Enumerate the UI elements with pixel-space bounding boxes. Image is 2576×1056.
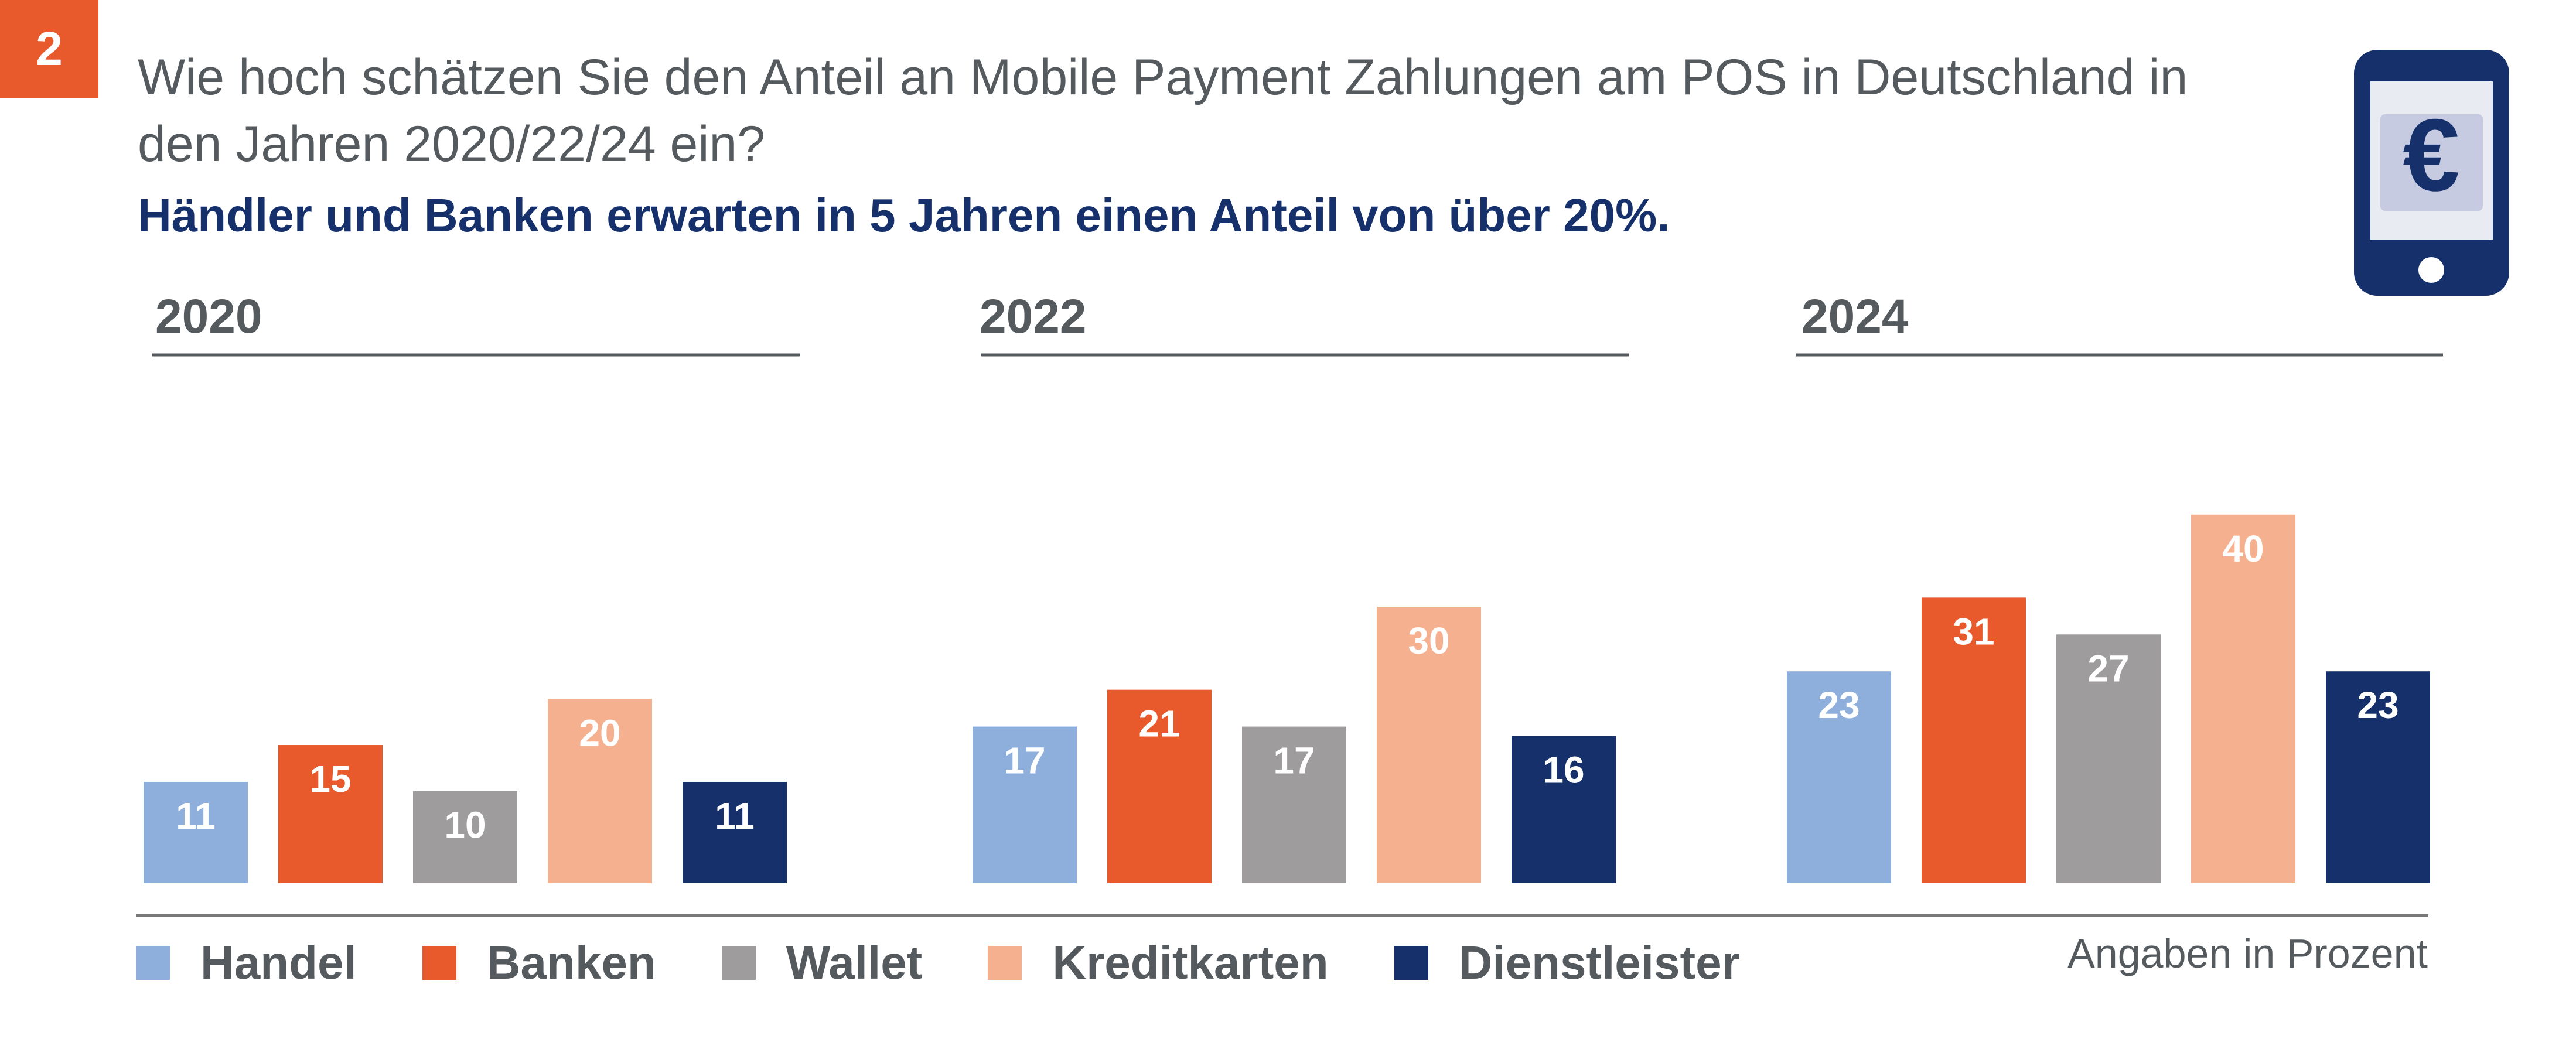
legend-label: Wallet <box>786 937 923 989</box>
phone-panel <box>2380 114 2483 211</box>
legend-item-dienstleister: Dienstleister <box>1394 936 1740 990</box>
data-label-dienstleister-2022: 16 <box>1543 749 1584 791</box>
group-header-2024: 2024 <box>1802 290 1909 343</box>
data-label-wallet-2022: 17 <box>1273 740 1315 782</box>
data-label-banken-2020: 15 <box>309 758 351 800</box>
bar-kreditkarten-2020 <box>548 699 652 883</box>
data-label-kreditkarten-2024: 40 <box>2222 528 2264 570</box>
legend-swatch <box>1394 946 1428 980</box>
legend-label: Banken <box>486 937 656 989</box>
data-label-banken-2024: 31 <box>1953 610 1994 652</box>
bar-kreditkarten-2024 <box>2191 514 2295 883</box>
legend-swatch <box>721 946 756 980</box>
bar-handel-2020 <box>144 781 248 883</box>
units-note: Angaben in Prozent <box>2067 931 2428 976</box>
data-label-handel-2020: 11 <box>176 795 216 837</box>
legend-label: Handel <box>200 937 357 989</box>
bar-banken-2024 <box>1922 597 2026 883</box>
bar-dienstleister-2024 <box>2326 671 2430 883</box>
bar-dienstleister-2022 <box>1512 736 1616 883</box>
chart-legend: Handel Banken Wallet Kreditkarten Dienstleis… <box>136 936 1806 990</box>
phone-home-button <box>2418 257 2444 283</box>
group-header-2022: 2022 <box>980 290 1086 343</box>
data-label-handel-2022: 17 <box>1004 740 1045 782</box>
bar-wallet-2022 <box>1242 726 1346 883</box>
data-label-dienstleister-2020: 11 <box>715 795 755 837</box>
data-label-kreditkarten-2020: 20 <box>579 712 620 754</box>
bar-dienstleister-2020 <box>683 781 787 883</box>
euro-symbol: € <box>2403 98 2459 213</box>
bar-wallet-2020 <box>413 791 517 883</box>
question-number-badge: 2 <box>0 0 98 98</box>
bar-banken-2022 <box>1107 689 1212 883</box>
question-text: Wie hoch schätzen Sie den Anteil an Mobi… <box>138 49 2188 172</box>
data-label-banken-2022: 21 <box>1138 703 1180 745</box>
group-header-2020: 2020 <box>155 290 262 343</box>
data-label-wallet-2024: 27 <box>2087 647 2129 689</box>
legend-swatch <box>136 946 170 980</box>
legend-swatch <box>422 946 456 980</box>
legend-item-handel: Handel <box>136 936 357 990</box>
legend-label: Kreditkarten <box>1052 937 1329 989</box>
data-label-kreditkarten-2022: 30 <box>1408 620 1449 662</box>
bar-banken-2020 <box>278 745 383 883</box>
legend-item-wallet: Wallet <box>721 936 923 990</box>
mobile-phone-euro-icon: € <box>2354 50 2509 296</box>
bar-handel-2022 <box>973 726 1077 883</box>
bar-handel-2024 <box>1787 671 1891 883</box>
data-label-wallet-2020: 10 <box>444 804 486 846</box>
legend-item-kreditkarten: Kreditkarten <box>988 936 1329 990</box>
legend-swatch <box>988 946 1022 980</box>
legend-item-banken: Banken <box>422 936 656 990</box>
bar-kreditkarten-2022 <box>1377 607 1481 883</box>
data-label-dienstleister-2024: 23 <box>2357 684 2398 726</box>
legend-label: Dienstleister <box>1458 937 1740 989</box>
data-label-handel-2024: 23 <box>1818 684 1860 726</box>
bar-wallet-2024 <box>2056 634 2161 883</box>
chart-subtitle: Händler und Banken erwarten in 5 Jahren … <box>138 189 1670 241</box>
